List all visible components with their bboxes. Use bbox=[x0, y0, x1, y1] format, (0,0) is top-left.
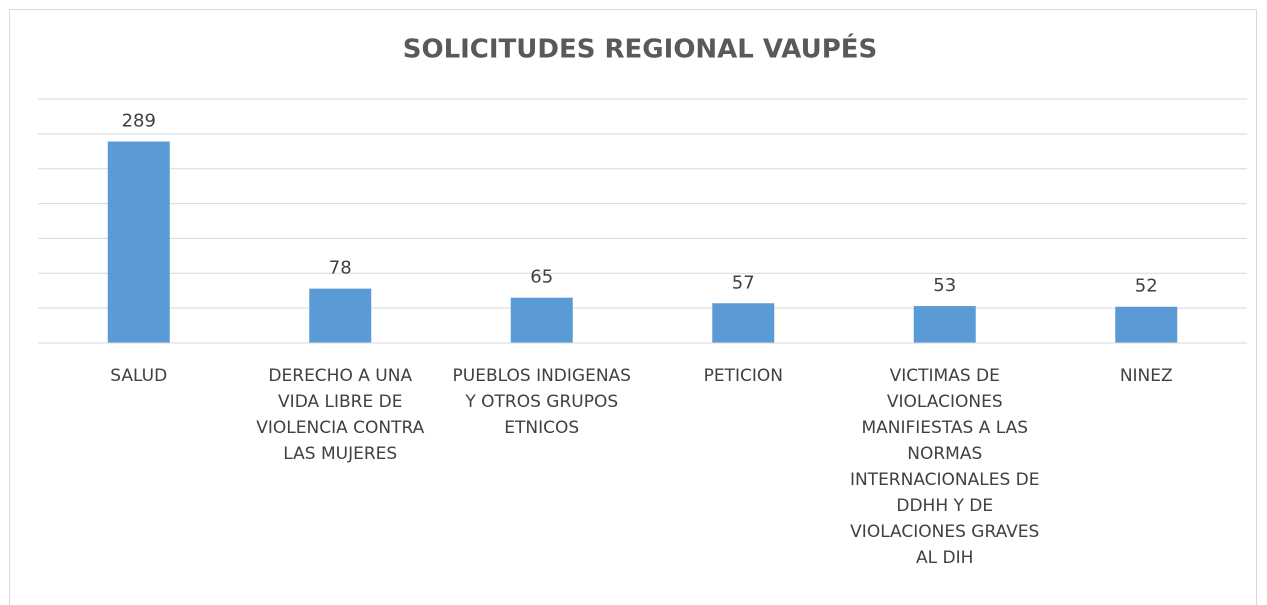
bar bbox=[913, 306, 976, 343]
chart-title: SOLICITUDES REGIONAL VAUPÉS bbox=[403, 33, 878, 65]
bar bbox=[510, 297, 573, 343]
data-label: 289 bbox=[122, 111, 156, 132]
bar bbox=[712, 303, 775, 343]
x-tick-label: SALUD bbox=[110, 366, 168, 386]
bar bbox=[1115, 306, 1178, 343]
data-label: 52 bbox=[1135, 276, 1158, 297]
bar bbox=[107, 141, 170, 343]
bar bbox=[309, 288, 372, 343]
x-tick-label: VICTIMAS DE VIOLACIONES MANIFIESTAS A LA… bbox=[849, 366, 1040, 568]
x-tick-label: DERECHO A UNA VIDA LIBRE DE VIOLENCIA CO… bbox=[256, 366, 425, 464]
x-tick-label: NINEZ bbox=[1119, 366, 1173, 386]
data-label: 53 bbox=[933, 275, 956, 296]
data-label: 65 bbox=[530, 267, 553, 288]
data-label: 78 bbox=[329, 258, 352, 279]
chart-frame bbox=[9, 9, 1257, 605]
data-label: 57 bbox=[732, 272, 755, 293]
x-tick-label: PUEBLOS INDIGENAS Y OTROS GRUPOS ETNICOS bbox=[452, 366, 631, 438]
x-tick-label: PETICION bbox=[703, 366, 783, 386]
